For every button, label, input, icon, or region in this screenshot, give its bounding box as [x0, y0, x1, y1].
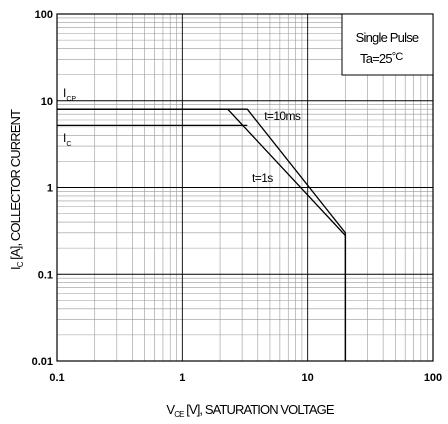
legend-line-1: Single Pulse — [356, 30, 419, 45]
y-tick-label: 0.01 — [32, 356, 53, 368]
level-label-ic: IC — [63, 131, 71, 148]
x-axis-label: VCE [V], SATURATION VOLTAGE — [166, 402, 334, 419]
y-tick-label: 0.1 — [38, 269, 53, 281]
legend-line-2: Ta=25°C — [360, 51, 403, 66]
x-tick-label: 10 — [302, 372, 314, 384]
legend-box: Single Pulse Ta=25°C — [341, 13, 434, 76]
y-tick-labels: 0.01 0.1 1 10 100 — [32, 9, 53, 368]
level-label-icp: ICP — [63, 86, 76, 103]
series-line-t-1s — [57, 108, 347, 361]
y-tick-label: 1 — [47, 183, 53, 195]
y-tick-label: 10 — [41, 96, 53, 108]
x-tick-labels: 0.1 1 10 100 — [49, 372, 442, 384]
x-tick-label: 0.1 — [49, 372, 64, 384]
x-tick-label: 1 — [179, 372, 185, 384]
curves — [57, 108, 347, 361]
annotations: t=10ms t=1s — [252, 109, 301, 185]
y-axis-label: IC [A], COLLECTOR CURRENT — [8, 109, 25, 270]
plot-frame — [56, 13, 434, 362]
label-t-1s: t=1s — [252, 171, 273, 185]
y-tick-label: 100 — [35, 9, 53, 21]
label-t-10ms: t=10ms — [264, 109, 301, 123]
x-tick-label: 100 — [424, 372, 442, 384]
